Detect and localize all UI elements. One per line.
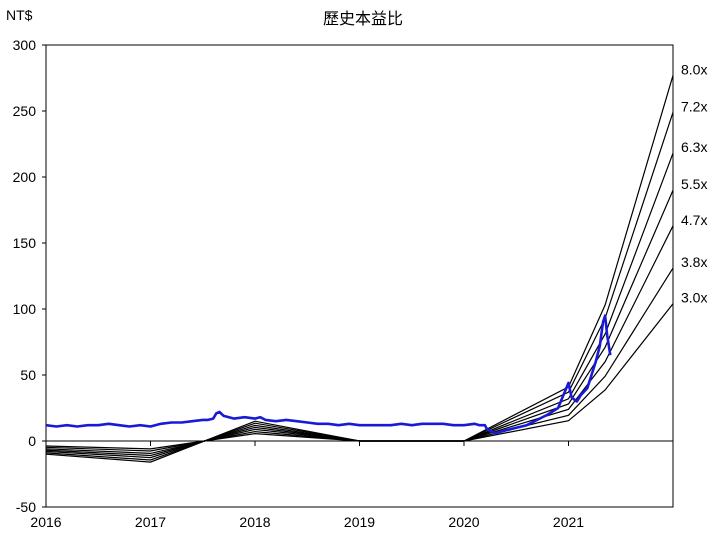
- y-tick-label: 50: [20, 367, 36, 383]
- pe-band-line: [45, 189, 674, 457]
- x-tick-label: 2017: [135, 514, 166, 530]
- x-tick-label: 2020: [448, 514, 479, 530]
- y-tick-label: 250: [13, 103, 37, 119]
- band-labels: 8.0x 7.2x 6.3x 5.5x 4.7x 3.8x 3.0x: [681, 61, 707, 305]
- pe-band-line: [45, 267, 674, 452]
- y-axis: -50 0 50 100 150 200 250 300: [13, 37, 673, 515]
- y-tick-label: 0: [28, 433, 36, 449]
- price-line: [45, 314, 612, 435]
- pe-band-line: [45, 225, 674, 455]
- y-tick-label: 300: [13, 37, 37, 53]
- x-tick-label: 2016: [30, 514, 61, 530]
- pe-band-line: [45, 112, 674, 461]
- y-axis-label: NT$: [6, 7, 33, 23]
- pe-band-label: 6.3x: [681, 139, 707, 155]
- y-tick-label: 200: [13, 169, 37, 185]
- pe-band-label: 4.7x: [681, 212, 707, 228]
- pe-band-label: 3.8x: [681, 254, 707, 270]
- y-tick-label: -50: [16, 499, 36, 515]
- chart-title: 歷史本益比: [323, 9, 403, 28]
- x-tick-label: 2019: [344, 514, 375, 530]
- x-axis: 2016 2017 2018 2019 2020 2021: [30, 441, 584, 530]
- pe-band-label: 5.5x: [681, 176, 707, 192]
- y-tick-label: 100: [13, 301, 37, 317]
- pe-band-line: [45, 303, 674, 450]
- pe-band-label: 7.2x: [681, 98, 707, 114]
- pe-bands: [45, 75, 674, 463]
- x-tick-label: 2018: [239, 514, 270, 530]
- y-tick-label: 150: [13, 235, 37, 251]
- x-tick-label: 2021: [553, 514, 584, 530]
- price-series: [45, 314, 612, 435]
- plot-area-frame: [45, 44, 674, 508]
- pe-band-label: 3.0x: [681, 290, 707, 306]
- pe-band-label: 8.0x: [681, 61, 707, 77]
